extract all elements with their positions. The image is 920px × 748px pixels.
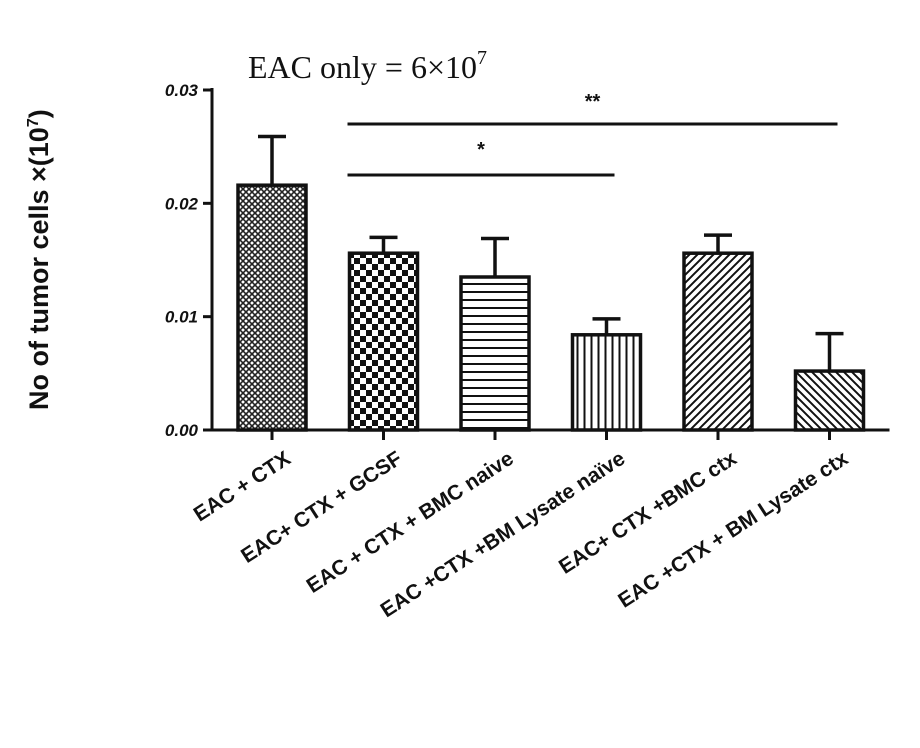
bars-group bbox=[236, 134, 866, 432]
y-axis-label-close: ) bbox=[24, 109, 54, 118]
bar bbox=[236, 183, 308, 432]
category-label: EAC +CTX + BM Lysate ctx bbox=[614, 447, 852, 613]
y-axis-label: No of tumor cells ×(107) bbox=[24, 109, 54, 410]
category-label: EAC + CTX + BMC naive bbox=[303, 447, 518, 598]
category-label: EAC+ CTX +BMC ctx bbox=[555, 447, 741, 579]
annotation-main: EAC only = 6×10 bbox=[248, 49, 477, 85]
annotation-exponent: 7 bbox=[477, 47, 487, 69]
y-tick-label: 0.02 bbox=[165, 194, 199, 213]
significance-label: * bbox=[477, 139, 485, 161]
bar bbox=[682, 251, 754, 432]
significance-label: ** bbox=[585, 91, 601, 113]
y-tick-label: 0.01 bbox=[165, 308, 198, 327]
y-tick-label: 0.03 bbox=[165, 81, 199, 100]
category-label: EAC + CTX bbox=[190, 447, 295, 526]
y-axis-label-main: No of tumor cells ×(10 bbox=[24, 127, 54, 410]
significance-group: *** bbox=[347, 91, 838, 177]
bar bbox=[459, 275, 531, 432]
bar bbox=[347, 251, 420, 432]
bar bbox=[570, 333, 643, 432]
bar bbox=[793, 369, 866, 432]
y-axis-label-exponent: 7 bbox=[25, 118, 42, 127]
chart-annotation: EAC only = 6×107 bbox=[248, 47, 487, 85]
y-tick-label: 0.00 bbox=[165, 421, 199, 440]
